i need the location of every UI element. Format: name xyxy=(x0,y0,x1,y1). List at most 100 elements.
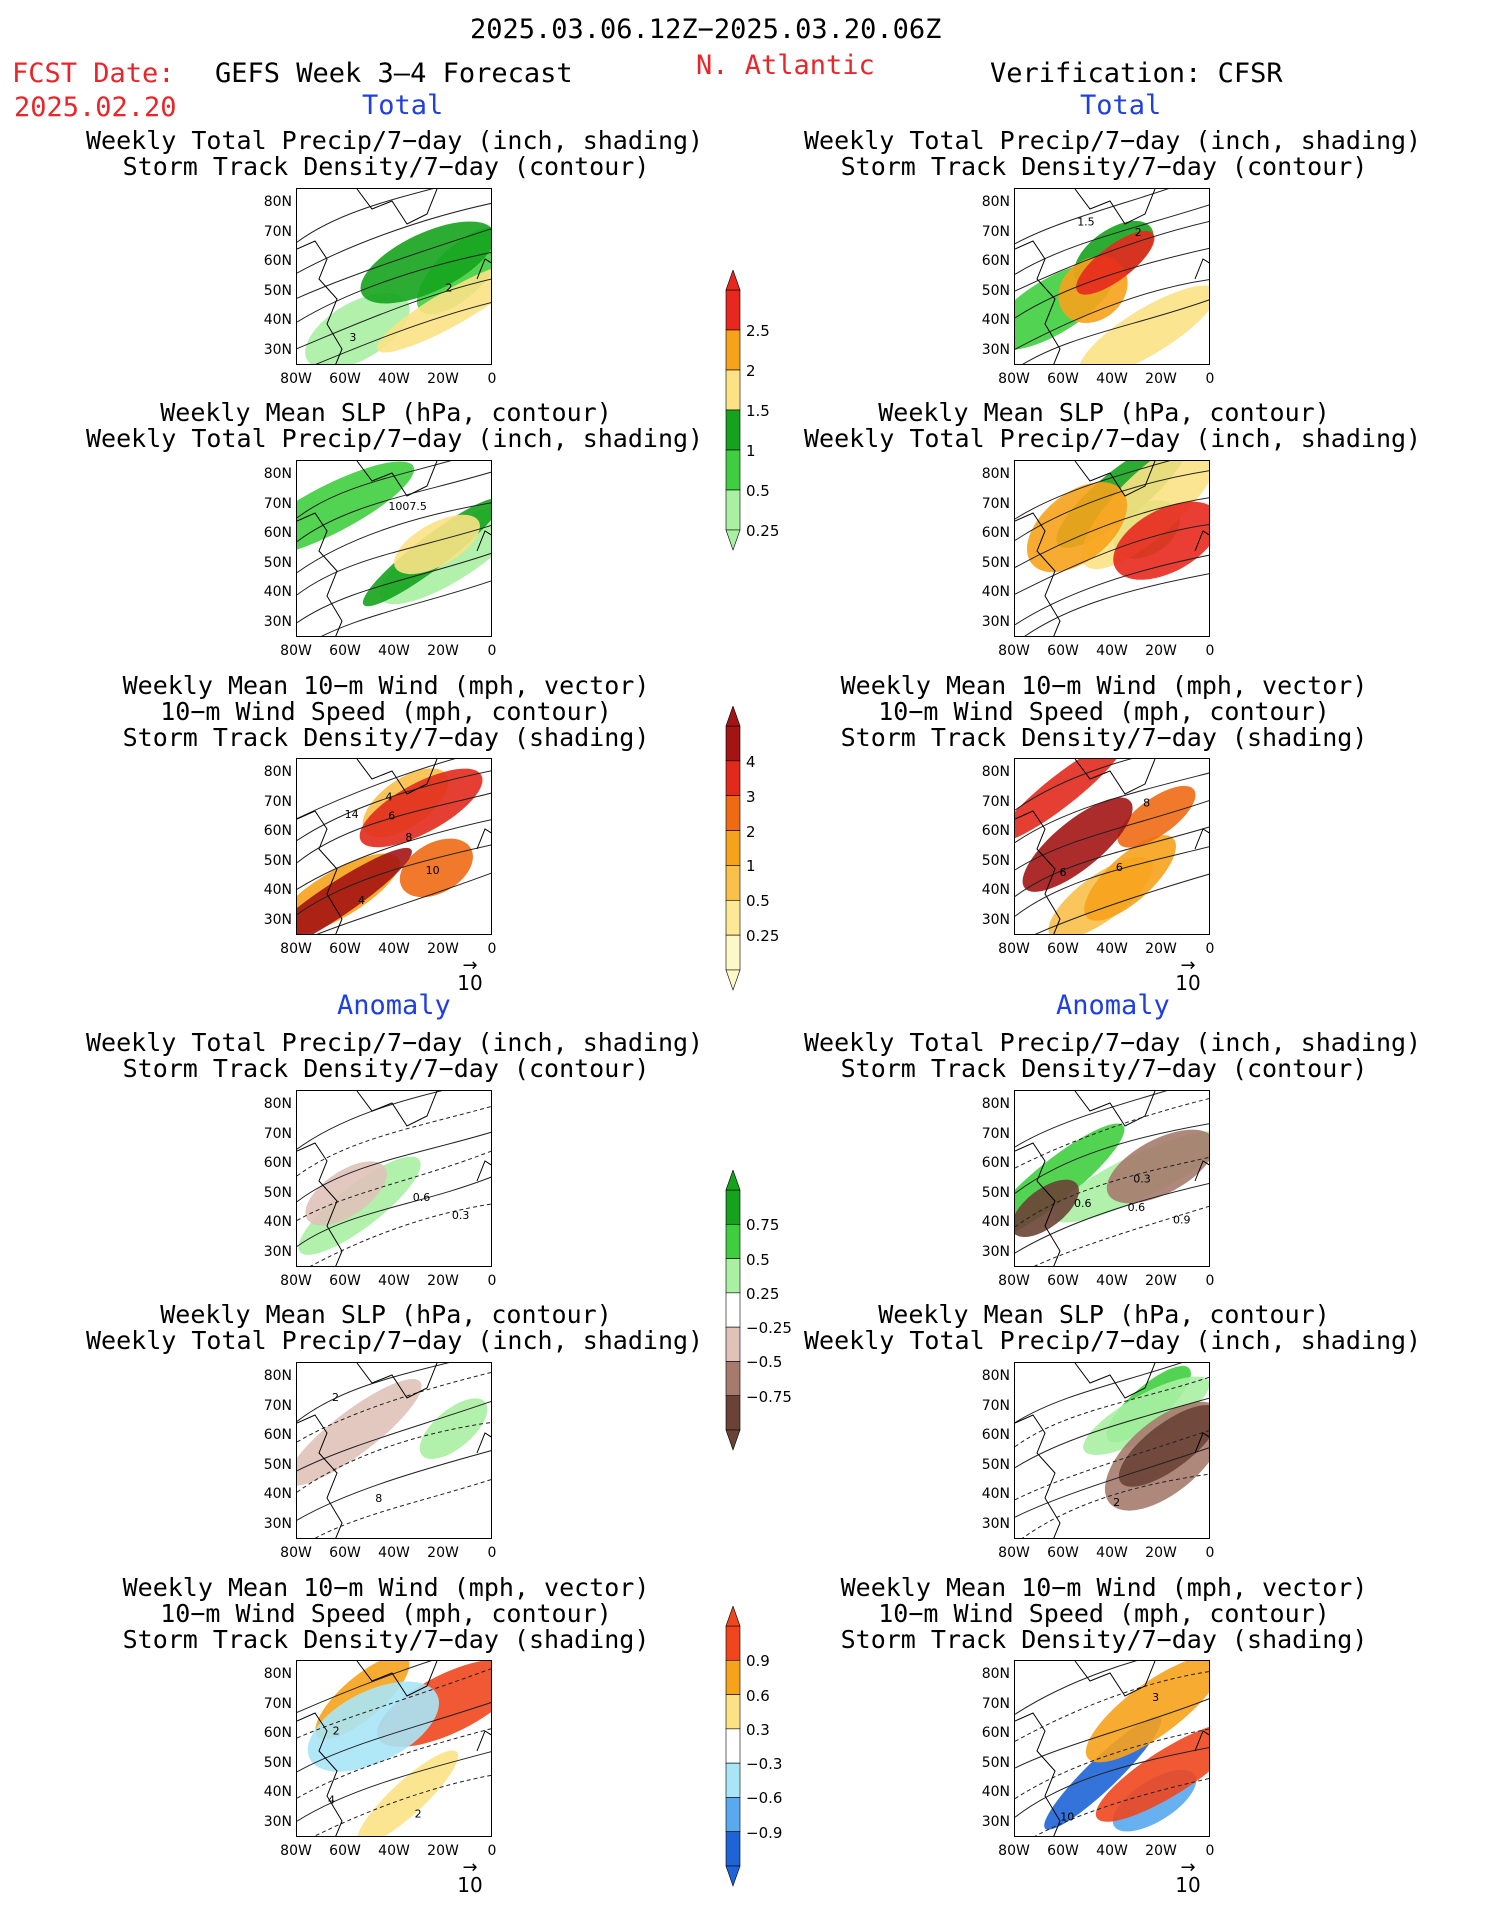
shading-region xyxy=(1085,1661,1209,1763)
colorbar-label: 3 xyxy=(746,787,756,806)
lon-tick-label: 60W xyxy=(329,1273,361,1289)
map-field-svg: 21.5 xyxy=(1015,189,1209,364)
lon-tick-label: 40W xyxy=(378,1273,410,1289)
contour-line xyxy=(297,1131,491,1203)
contour-line xyxy=(297,502,491,573)
colorbar-swatch xyxy=(725,1361,741,1397)
contour-line xyxy=(1015,1098,1209,1169)
contour-line xyxy=(1015,800,1209,871)
vector-reference-value: 10 xyxy=(457,1873,483,1897)
colorbar-label: 0.25 xyxy=(746,1284,780,1303)
lat-tick-label: 80N xyxy=(981,194,1010,210)
contour-label: 2 xyxy=(1135,226,1142,239)
colorbar-label: −0.25 xyxy=(746,1319,792,1338)
lat-tick-label: 50N xyxy=(263,282,292,299)
shading-region xyxy=(1015,759,1124,842)
contour-line xyxy=(297,844,491,915)
contour-line xyxy=(297,1702,491,1773)
vector-reference-value: 10 xyxy=(1175,1873,1201,1897)
map-field-svg: 0.3 0.6 xyxy=(297,1091,491,1266)
colorbar-swatch xyxy=(725,329,741,371)
lon-tick-label: 80W xyxy=(998,941,1030,957)
colorbar-bottom-arrow xyxy=(725,1429,741,1451)
contour-line xyxy=(297,524,491,596)
lat-tick-label: 70N xyxy=(981,1695,1010,1712)
panel-fcst-slp-total: 1007.5 xyxy=(296,460,492,637)
contour-label: 2 xyxy=(415,1808,422,1821)
lat-tick-label: 70N xyxy=(981,223,1010,240)
lon-tick-label: 80W xyxy=(280,941,312,957)
contour-line xyxy=(1015,1091,1168,1148)
contour-line xyxy=(297,278,491,350)
contour-label: 10 xyxy=(426,864,440,877)
colorbar-swatch xyxy=(725,1762,741,1798)
contour-line xyxy=(1015,1698,1209,1769)
lon-tick-label: 0 xyxy=(1205,643,1215,659)
colorbar-precip-anom xyxy=(724,1169,742,1458)
coastline xyxy=(297,1363,491,1538)
contour-line xyxy=(1015,826,1209,897)
contour-line xyxy=(1015,461,1171,520)
colorbar-svg xyxy=(725,705,741,991)
colorbar-swatch xyxy=(725,1326,741,1362)
lon-tick-label: 0 xyxy=(487,1843,497,1859)
shading-region xyxy=(360,221,491,304)
colorbar-swatch xyxy=(725,1694,741,1730)
lon-tick-label: 20W xyxy=(1145,1273,1177,1289)
model-title: GEFS Week 3–4 Forecast xyxy=(215,58,573,89)
contour-line xyxy=(297,759,456,820)
contour-line xyxy=(297,792,491,864)
colorbar-label: 4 xyxy=(746,752,756,771)
shading-region xyxy=(1113,501,1209,580)
contour-line xyxy=(1015,554,1209,626)
colorbar-swatch xyxy=(725,369,741,411)
panel-title-line: Weekly Total Precip/7−day (inch, shading… xyxy=(804,126,1422,155)
shading-region xyxy=(419,1398,488,1460)
colorbar-svg xyxy=(725,1605,741,1887)
map-field-svg: 1007.5 xyxy=(297,461,491,636)
lon-tick-label: 0 xyxy=(487,371,497,387)
contour-line xyxy=(297,228,491,299)
contour-label: 1007.5 xyxy=(388,500,427,513)
contour-line xyxy=(1015,497,1209,568)
coastline xyxy=(1015,189,1209,364)
shading-region xyxy=(359,768,483,848)
coastline xyxy=(1015,1091,1209,1266)
lon-tick-label: 60W xyxy=(329,941,361,957)
colorbar-label: 0.5 xyxy=(746,482,770,500)
coastline xyxy=(1015,1661,1209,1836)
lat-tick-label: 60N xyxy=(981,1155,1010,1171)
lon-tick-label: 80W xyxy=(998,1545,1030,1561)
lat-tick-label: 50N xyxy=(981,282,1010,299)
lon-tick-label: 20W xyxy=(1145,371,1177,387)
lat-tick-label: 30N xyxy=(263,341,292,358)
contour-label: 6 xyxy=(388,810,395,823)
contour-line xyxy=(1015,1363,1183,1424)
lon-tick-label: 80W xyxy=(280,1545,312,1561)
lat-tick-label: 50N xyxy=(981,1184,1010,1201)
colorbar-label: 2.5 xyxy=(746,322,770,340)
colorbar-swatch xyxy=(725,760,741,797)
contour-label: 0.3 xyxy=(452,1209,470,1222)
panel-title-line: Weekly Mean 10−m Wind (mph, vector) xyxy=(840,671,1368,700)
contour-line xyxy=(1015,1156,1209,1228)
contour-line xyxy=(1015,1447,1209,1518)
contour-line xyxy=(316,872,491,934)
contour-line xyxy=(297,471,491,543)
contour-label: 2 xyxy=(446,281,453,294)
contour-line xyxy=(1022,299,1209,364)
colorbar-swatch xyxy=(725,830,741,866)
contour-line xyxy=(313,1774,491,1836)
contour-label: 8 xyxy=(375,1492,382,1505)
colorbar-label: 2 xyxy=(746,822,756,841)
shading-region xyxy=(394,514,480,575)
contour-line xyxy=(297,202,491,274)
lon-tick-label: 60W xyxy=(1047,1545,1079,1561)
period-title: 2025.03.06.12Z−2025.03.20.06Z xyxy=(470,14,942,45)
map-field-svg: 32 xyxy=(297,189,491,364)
lat-tick-label: 30N xyxy=(263,613,292,630)
colorbar-precip-total xyxy=(724,269,742,558)
lon-tick-label: 80W xyxy=(280,643,312,659)
panel-title-line: Storm Track Density/7−day (contour) xyxy=(122,152,650,181)
lat-tick-label: 70N xyxy=(263,223,292,240)
